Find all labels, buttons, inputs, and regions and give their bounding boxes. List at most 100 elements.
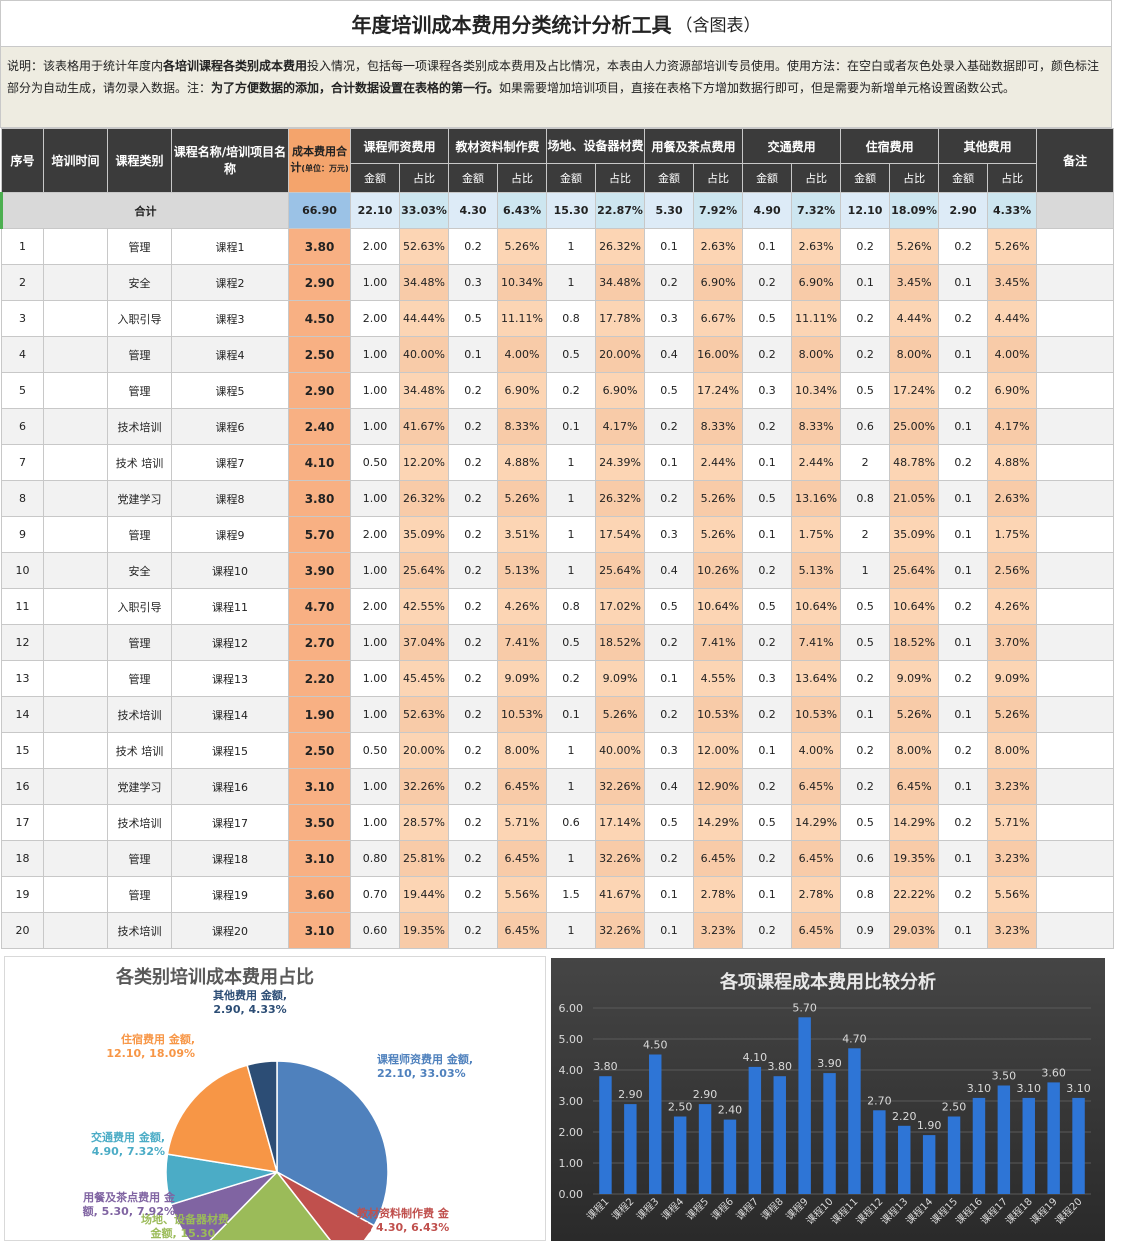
cell-amount[interactable]: 1.00 xyxy=(350,696,400,733)
cell-amount[interactable]: 1 xyxy=(546,732,597,769)
cell-amount[interactable]: 0.1 xyxy=(938,696,989,733)
cell-amount[interactable]: 0.2 xyxy=(742,264,793,301)
cell-category[interactable]: 管理 xyxy=(107,336,172,373)
cell-note[interactable] xyxy=(1036,552,1115,589)
cell-note[interactable] xyxy=(1036,228,1115,265)
cell-amount[interactable]: 0.4 xyxy=(644,336,695,373)
cell-amount[interactable]: 0.2 xyxy=(546,372,597,409)
cell-amount[interactable]: 0.2 xyxy=(448,372,499,409)
cell-amount[interactable]: 1 xyxy=(546,912,597,949)
cell-amount[interactable]: 0.4 xyxy=(644,552,695,589)
cell-note[interactable] xyxy=(1036,732,1115,769)
cell-amount[interactable]: 0.1 xyxy=(840,696,891,733)
cell-amount[interactable]: 0.1 xyxy=(644,444,695,481)
cell-category[interactable]: 技术培训 xyxy=(107,804,172,841)
cell-amount[interactable]: 0.1 xyxy=(546,696,597,733)
cell-category[interactable]: 安全 xyxy=(107,264,172,301)
cell-amount[interactable]: 0.60 xyxy=(350,912,400,949)
cell-category[interactable]: 管理 xyxy=(107,876,172,913)
cell-course-name[interactable]: 课程14 xyxy=(171,696,289,733)
cell-time[interactable] xyxy=(43,300,108,337)
cell-amount[interactable]: 0.2 xyxy=(448,408,499,445)
cell-time[interactable] xyxy=(43,768,108,805)
cell-amount[interactable]: 1.00 xyxy=(350,264,400,301)
cell-amount[interactable]: 0.3 xyxy=(644,516,695,553)
cell-time[interactable] xyxy=(43,732,108,769)
cell-amount[interactable]: 0.2 xyxy=(938,228,989,265)
cell-course-name[interactable]: 课程2 xyxy=(171,264,289,301)
cell-course-name[interactable]: 课程19 xyxy=(171,876,289,913)
cell-amount[interactable]: 0.1 xyxy=(938,516,989,553)
cell-time[interactable] xyxy=(43,840,108,877)
cell-amount[interactable]: 0.2 xyxy=(938,588,989,625)
cell-amount[interactable]: 0.2 xyxy=(938,372,989,409)
cell-category[interactable]: 党建学习 xyxy=(107,768,172,805)
cell-amount[interactable]: 0.1 xyxy=(938,840,989,877)
cell-course-name[interactable]: 课程7 xyxy=(171,444,289,481)
cell-amount[interactable]: 0.2 xyxy=(742,624,793,661)
cell-amount[interactable]: 0.1 xyxy=(644,660,695,697)
cell-category[interactable]: 技术培训 xyxy=(107,912,172,949)
cell-amount[interactable]: 2 xyxy=(840,516,891,553)
cell-amount[interactable]: 0.2 xyxy=(742,408,793,445)
cell-course-name[interactable]: 课程13 xyxy=(171,660,289,697)
cell-note[interactable] xyxy=(1036,264,1115,301)
cell-amount[interactable]: 0.2 xyxy=(448,480,499,517)
cell-amount[interactable]: 0.1 xyxy=(742,228,793,265)
cell-category[interactable]: 入职引导 xyxy=(107,588,172,625)
cell-amount[interactable]: 0.80 xyxy=(350,840,400,877)
cell-course-name[interactable]: 课程5 xyxy=(171,372,289,409)
cell-category[interactable]: 技术 培训 xyxy=(107,732,172,769)
cell-category[interactable]: 安全 xyxy=(107,552,172,589)
cell-amount[interactable]: 1.00 xyxy=(350,336,400,373)
cell-amount[interactable]: 0.5 xyxy=(644,588,695,625)
cell-category[interactable]: 管理 xyxy=(107,624,172,661)
cell-amount[interactable]: 0.2 xyxy=(840,732,891,769)
cell-amount[interactable]: 0.9 xyxy=(840,912,891,949)
cell-amount[interactable]: 0.3 xyxy=(644,300,695,337)
cell-amount[interactable]: 0.70 xyxy=(350,876,400,913)
cell-note[interactable] xyxy=(1036,696,1115,733)
cell-amount[interactable]: 0.2 xyxy=(448,732,499,769)
cell-note[interactable] xyxy=(1036,516,1115,553)
cell-amount[interactable]: 2 xyxy=(840,444,891,481)
cell-amount[interactable]: 0.5 xyxy=(742,588,793,625)
cell-amount[interactable]: 0.5 xyxy=(742,300,793,337)
cell-time[interactable] xyxy=(43,624,108,661)
cell-course-name[interactable]: 课程1 xyxy=(171,228,289,265)
cell-course-name[interactable]: 课程15 xyxy=(171,732,289,769)
cell-amount[interactable]: 0.2 xyxy=(448,660,499,697)
cell-category[interactable]: 入职引导 xyxy=(107,300,172,337)
cell-amount[interactable]: 0.1 xyxy=(742,732,793,769)
cell-note[interactable] xyxy=(1036,336,1115,373)
cell-amount[interactable]: 0.1 xyxy=(938,336,989,373)
cell-amount[interactable]: 2.00 xyxy=(350,588,400,625)
total-note[interactable] xyxy=(1036,192,1115,229)
cell-amount[interactable]: 1 xyxy=(546,768,597,805)
cell-amount[interactable]: 0.2 xyxy=(938,300,989,337)
cell-amount[interactable]: 0.2 xyxy=(938,804,989,841)
cell-note[interactable] xyxy=(1036,876,1115,913)
cell-amount[interactable]: 0.2 xyxy=(840,336,891,373)
cell-time[interactable] xyxy=(43,696,108,733)
cell-amount[interactable]: 1 xyxy=(546,840,597,877)
cell-amount[interactable]: 0.5 xyxy=(742,804,793,841)
cell-note[interactable] xyxy=(1036,660,1115,697)
cell-amount[interactable]: 0.1 xyxy=(742,444,793,481)
cell-amount[interactable]: 0.1 xyxy=(742,516,793,553)
cell-amount[interactable]: 0.1 xyxy=(938,264,989,301)
cell-category[interactable]: 管理 xyxy=(107,660,172,697)
cell-amount[interactable]: 0.2 xyxy=(742,552,793,589)
cell-amount[interactable]: 0.2 xyxy=(742,336,793,373)
cell-amount[interactable]: 0.1 xyxy=(840,264,891,301)
cell-amount[interactable]: 0.1 xyxy=(938,624,989,661)
cell-course-name[interactable]: 课程20 xyxy=(171,912,289,949)
cell-amount[interactable]: 0.1 xyxy=(938,480,989,517)
cell-note[interactable] xyxy=(1036,480,1115,517)
cell-time[interactable] xyxy=(43,480,108,517)
cell-amount[interactable]: 1.00 xyxy=(350,552,400,589)
cell-amount[interactable]: 1.00 xyxy=(350,408,400,445)
cell-amount[interactable]: 0.2 xyxy=(448,444,499,481)
cell-amount[interactable]: 0.5 xyxy=(742,480,793,517)
cell-amount[interactable]: 1 xyxy=(546,444,597,481)
